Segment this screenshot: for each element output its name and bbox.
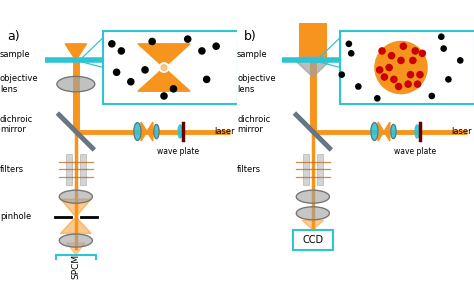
Text: dichroic
mirror: dichroic mirror xyxy=(237,115,270,134)
Circle shape xyxy=(391,76,397,82)
Polygon shape xyxy=(138,44,190,67)
Circle shape xyxy=(348,51,354,56)
FancyBboxPatch shape xyxy=(340,31,474,104)
Circle shape xyxy=(185,36,191,42)
Circle shape xyxy=(412,48,418,54)
Ellipse shape xyxy=(296,207,329,220)
Polygon shape xyxy=(147,122,153,141)
Polygon shape xyxy=(302,221,324,230)
Ellipse shape xyxy=(134,123,141,140)
Circle shape xyxy=(375,41,427,94)
Circle shape xyxy=(398,57,404,63)
Polygon shape xyxy=(66,243,85,255)
FancyBboxPatch shape xyxy=(56,255,96,278)
Circle shape xyxy=(395,83,402,90)
Circle shape xyxy=(159,63,169,72)
FancyBboxPatch shape xyxy=(66,154,72,185)
Text: objective
lens: objective lens xyxy=(237,74,275,94)
FancyBboxPatch shape xyxy=(80,154,86,185)
Ellipse shape xyxy=(371,123,378,140)
Circle shape xyxy=(457,58,463,63)
Text: wave plate: wave plate xyxy=(394,147,436,156)
Text: filters: filters xyxy=(237,165,261,174)
Circle shape xyxy=(388,53,394,59)
Circle shape xyxy=(118,48,124,54)
Circle shape xyxy=(346,41,352,47)
Circle shape xyxy=(386,65,392,70)
Circle shape xyxy=(417,72,423,78)
Circle shape xyxy=(419,50,426,56)
Ellipse shape xyxy=(178,125,182,138)
Text: SPCM: SPCM xyxy=(72,254,80,279)
FancyBboxPatch shape xyxy=(317,154,323,185)
FancyBboxPatch shape xyxy=(292,230,333,250)
Ellipse shape xyxy=(415,125,419,138)
Text: filters: filters xyxy=(0,165,24,174)
Ellipse shape xyxy=(59,234,92,247)
FancyBboxPatch shape xyxy=(103,31,238,104)
Polygon shape xyxy=(141,122,147,141)
Ellipse shape xyxy=(154,124,159,139)
Circle shape xyxy=(379,48,385,54)
Circle shape xyxy=(149,38,155,45)
Text: CCD: CCD xyxy=(302,235,323,245)
Circle shape xyxy=(429,93,434,99)
Polygon shape xyxy=(295,60,331,77)
Ellipse shape xyxy=(57,76,95,92)
Circle shape xyxy=(142,67,148,73)
Circle shape xyxy=(441,46,447,51)
Text: sample: sample xyxy=(0,50,31,59)
Ellipse shape xyxy=(391,124,396,139)
Circle shape xyxy=(171,86,176,92)
Text: objective
lens: objective lens xyxy=(0,74,38,94)
Circle shape xyxy=(161,93,167,99)
Circle shape xyxy=(414,81,421,87)
Circle shape xyxy=(161,65,167,70)
Text: wave plate: wave plate xyxy=(157,147,199,156)
Circle shape xyxy=(381,74,387,80)
Circle shape xyxy=(400,43,407,49)
Ellipse shape xyxy=(296,190,329,203)
Polygon shape xyxy=(384,122,390,141)
Polygon shape xyxy=(65,44,86,60)
Polygon shape xyxy=(138,67,190,91)
Circle shape xyxy=(128,79,134,85)
Polygon shape xyxy=(61,199,91,217)
Circle shape xyxy=(376,67,383,73)
Text: a): a) xyxy=(7,30,20,43)
Text: laser: laser xyxy=(451,127,472,136)
Polygon shape xyxy=(61,217,91,233)
Circle shape xyxy=(199,48,205,54)
Text: b): b) xyxy=(244,30,257,43)
Text: pinhole: pinhole xyxy=(0,212,31,221)
FancyBboxPatch shape xyxy=(302,56,323,61)
Text: sample: sample xyxy=(237,50,268,59)
Circle shape xyxy=(405,81,411,87)
Circle shape xyxy=(213,43,219,49)
FancyBboxPatch shape xyxy=(299,23,327,60)
Circle shape xyxy=(339,72,344,77)
Circle shape xyxy=(109,41,115,47)
Circle shape xyxy=(438,34,444,39)
Circle shape xyxy=(407,72,413,78)
Circle shape xyxy=(410,57,416,63)
Circle shape xyxy=(204,76,210,82)
FancyBboxPatch shape xyxy=(303,154,309,185)
Polygon shape xyxy=(378,122,384,141)
Circle shape xyxy=(356,84,361,89)
Ellipse shape xyxy=(59,190,92,203)
Circle shape xyxy=(446,77,451,82)
Text: laser: laser xyxy=(214,127,235,136)
Circle shape xyxy=(374,96,380,101)
Circle shape xyxy=(114,69,119,75)
Text: dichroic
mirror: dichroic mirror xyxy=(0,115,33,134)
